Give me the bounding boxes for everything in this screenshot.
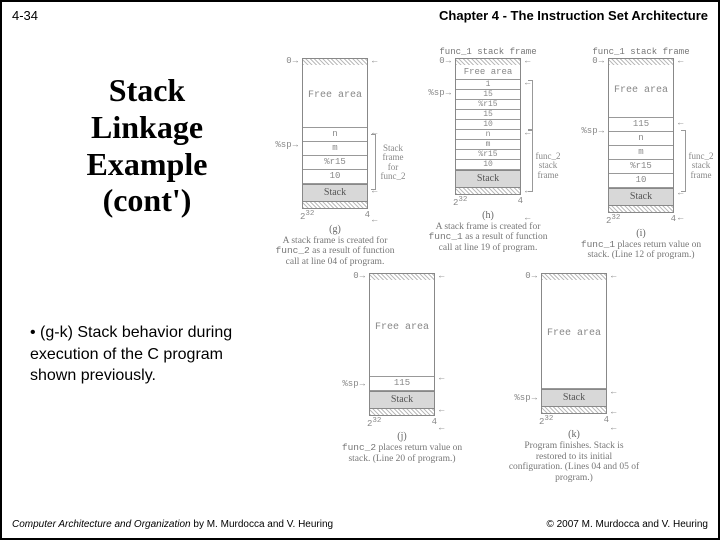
bullet-text: • (g-k) Stack behavior during execution … xyxy=(30,322,250,387)
func1-frame-label: func_1 stack frame xyxy=(439,48,536,57)
stack-k: Free area Stack xyxy=(541,273,607,414)
panel-j: 0 %sp ← ← ← ← Free area 115 Stack 2324 (… xyxy=(331,273,473,483)
panel-h: func_1 stack frame 0 %sp ← ← ← ← ← func_… xyxy=(417,48,559,267)
stack-h: Free area 1 15 %r15 15 10 n m %r15 10 St… xyxy=(455,58,521,195)
panel-id-g: (g) xyxy=(329,224,341,235)
panel-id-k: (k) xyxy=(568,429,580,440)
panel-id-i: (i) xyxy=(636,228,645,239)
panel-id-h: (h) xyxy=(482,210,494,221)
axis-marker: ← xyxy=(372,56,406,66)
chapter-title: Chapter 4 - The Instruction Set Architec… xyxy=(439,8,708,23)
caption-i: func_1 places return value on stack. (Li… xyxy=(575,240,707,261)
panel-k: 0 %sp ← ← ← ← Free area Stack 2324 (k) P… xyxy=(503,273,645,483)
stack-j: Free area 115 Stack xyxy=(369,273,435,416)
stack-i: Free area 115 n m %r15 10 Stack xyxy=(608,58,674,213)
panel-g: 0 %sp ← ← ← ← Stackframe forfunc_2 Free … xyxy=(264,48,406,267)
caption-k: Program finishes. Stack is restored to i… xyxy=(508,441,640,483)
page-number: 4-34 xyxy=(12,8,38,23)
brace-label: Stackframe forfunc_2 xyxy=(378,144,408,182)
stack-g: Free area n m %r15 10 Stack xyxy=(302,58,368,209)
caption-j: func_2 places return value on stack. (Li… xyxy=(336,443,468,464)
panel-id-j: (j) xyxy=(397,431,406,442)
footer-book: Computer Architecture and Organization b… xyxy=(12,519,333,530)
caption-h: A stack frame is created for func_1 as a… xyxy=(422,222,554,253)
footer-copyright: © 2007 M. Murdocca and V. Heuring xyxy=(546,519,708,530)
slide-title: StackLinkageExample(cont') xyxy=(42,72,252,219)
diagram-area: 0 %sp ← ← ← ← Stackframe forfunc_2 Free … xyxy=(264,48,712,487)
panel-i: func_1 stack frame 0 %sp ← ← ← ← func_2s… xyxy=(570,48,712,267)
caption-g: A stack frame is created for func_2 as a… xyxy=(269,236,401,267)
